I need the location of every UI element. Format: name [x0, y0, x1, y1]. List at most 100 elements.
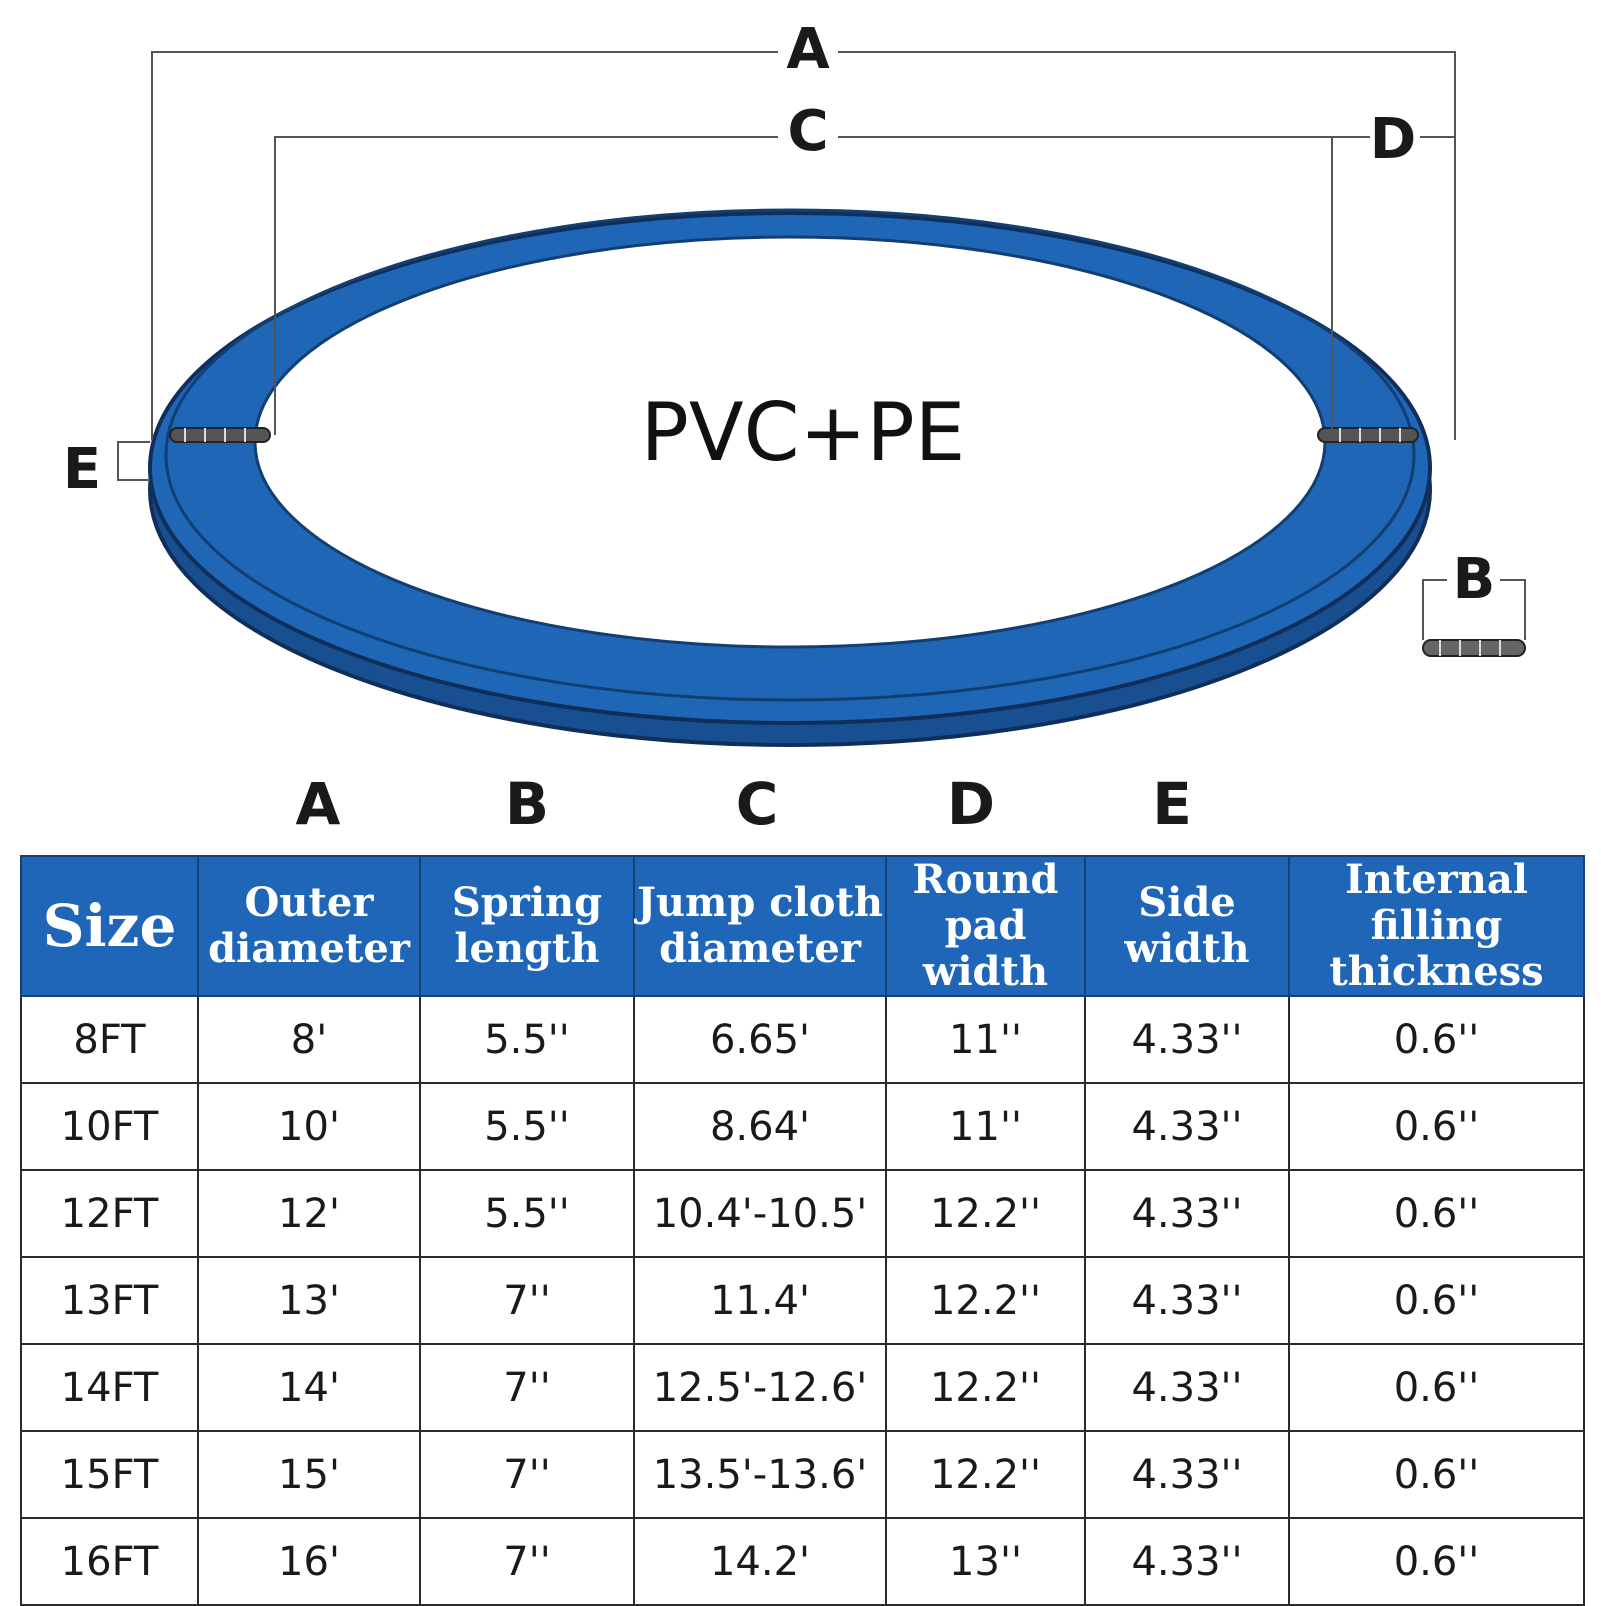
dimension-letter-d: D [1370, 107, 1416, 172]
cell-side-width: 4.33'' [1084, 1517, 1290, 1606]
header-spring-length: Spring length [419, 855, 635, 997]
column-letter-a: A [295, 770, 341, 838]
cell-outer-diameter: 14' [197, 1343, 421, 1432]
cell-outer-diameter: 10' [197, 1082, 421, 1171]
cell-size: 13FT [20, 1256, 199, 1345]
cell-round-pad-width: 12.2'' [885, 1430, 1086, 1519]
header-internal-filling-thickness: Internal filling thickness [1288, 855, 1585, 997]
column-letter-b: B [504, 770, 550, 838]
cell-outer-diameter: 16' [197, 1517, 421, 1606]
header-jump-cloth-diameter: Jump cloth diameter [633, 855, 887, 997]
cell-filling-thickness: 0.6'' [1288, 1517, 1585, 1606]
cell-filling-thickness: 0.6'' [1288, 1343, 1585, 1432]
material-label: PVC+PE [641, 386, 966, 479]
cell-spring-length: 5.5'' [419, 1169, 635, 1258]
column-letter-d: D [946, 770, 996, 838]
header-line: diameter [208, 925, 410, 972]
dimension-c [274, 136, 1370, 435]
header-size: Size [20, 855, 199, 997]
table-row: 16FT 16' 7'' 14.2' 13'' 4.33'' 0.6'' [20, 1517, 1585, 1606]
table-row: 13FT 13' 7'' 11.4' 12.2'' 4.33'' 0.6'' [20, 1256, 1585, 1345]
cell-round-pad-width: 11'' [885, 995, 1086, 1084]
cell-round-pad-width: 12.2'' [885, 1256, 1086, 1345]
cell-side-width: 4.33'' [1084, 1343, 1290, 1432]
cell-outer-diameter: 15' [197, 1430, 421, 1519]
cell-round-pad-width: 12.2'' [885, 1343, 1086, 1432]
trampoline-pad-diagram: A C D E B PVC+PE [0, 0, 1601, 780]
cell-jump-cloth-diameter: 6.65' [633, 995, 887, 1084]
cell-jump-cloth-diameter: 13.5'-13.6' [633, 1430, 887, 1519]
header-line: width [1124, 925, 1250, 972]
header-line: Outer [244, 879, 374, 926]
header-line: thickness [1329, 948, 1544, 995]
cell-spring-length: 7'' [419, 1256, 635, 1345]
cell-filling-thickness: 0.6'' [1288, 1082, 1585, 1171]
cell-outer-diameter: 8' [197, 995, 421, 1084]
dimension-d [1331, 136, 1455, 435]
cell-jump-cloth-diameter: 8.64' [633, 1082, 887, 1171]
header-line: Jump cloth [636, 879, 883, 926]
cell-filling-thickness: 0.6'' [1288, 995, 1585, 1084]
header-line: diameter [659, 925, 861, 972]
header-line: Round [912, 856, 1059, 903]
spring-right [1317, 427, 1419, 443]
cell-jump-cloth-diameter: 14.2' [633, 1517, 887, 1606]
cell-spring-length: 5.5'' [419, 1082, 635, 1171]
dimension-b [1422, 579, 1526, 640]
spring-left [169, 427, 271, 443]
header-line: Spring [451, 879, 603, 926]
cell-size: 14FT [20, 1343, 199, 1432]
header-round-pad-width: Round pad width [885, 855, 1086, 997]
cell-round-pad-width: 13'' [885, 1517, 1086, 1606]
pad-illustration: A C D E B PVC+PE [63, 17, 1526, 747]
cell-side-width: 4.33'' [1084, 1430, 1290, 1519]
cell-outer-diameter: 13' [197, 1256, 421, 1345]
dimension-letter-a: A [786, 17, 830, 82]
header-line: length [454, 925, 600, 972]
cell-spring-length: 7'' [419, 1430, 635, 1519]
cell-size: 16FT [20, 1517, 199, 1606]
column-letter-row: A B C D E [0, 770, 1601, 850]
cell-round-pad-width: 12.2'' [885, 1169, 1086, 1258]
cell-side-width: 4.33'' [1084, 995, 1290, 1084]
cell-spring-length: 7'' [419, 1517, 635, 1606]
table-header-row: Size Outer diameter Spring length Jump clo… [20, 855, 1585, 997]
cell-filling-thickness: 0.6'' [1288, 1430, 1585, 1519]
table-row: 10FT 10' 5.5'' 8.64' 11'' 4.33'' 0.6'' [20, 1082, 1585, 1171]
dimension-letter-e: E [63, 437, 101, 502]
column-letter-e: E [1152, 770, 1192, 838]
cell-outer-diameter: 12' [197, 1169, 421, 1258]
cell-filling-thickness: 0.6'' [1288, 1256, 1585, 1345]
dimension-letter-b: B [1453, 547, 1496, 612]
cell-side-width: 4.33'' [1084, 1256, 1290, 1345]
column-letter-c: C [735, 770, 779, 838]
table-row: 8FT 8' 5.5'' 6.65' 11'' 4.33'' 0.6'' [20, 995, 1585, 1084]
cell-size: 12FT [20, 1169, 199, 1258]
dimension-e [117, 441, 150, 481]
table-row: 15FT 15' 7'' 13.5'-13.6' 12.2'' 4.33'' 0.6'' [20, 1430, 1585, 1519]
cell-size: 10FT [20, 1082, 199, 1171]
cell-jump-cloth-diameter: 10.4'-10.5' [633, 1169, 887, 1258]
size-spec-table: Size Outer diameter Spring length Jump clo… [20, 855, 1585, 1606]
cell-size: 8FT [20, 995, 199, 1084]
cell-side-width: 4.33'' [1084, 1169, 1290, 1258]
header-side-width: Side width [1084, 855, 1290, 997]
header-outer-diameter: Outer diameter [197, 855, 421, 997]
spring-sample-b [1422, 639, 1526, 657]
cell-round-pad-width: 11'' [885, 1082, 1086, 1171]
trampoline-pad-ring [148, 208, 1432, 747]
cell-jump-cloth-diameter: 11.4' [633, 1256, 887, 1345]
dimension-a [151, 51, 1456, 440]
cell-jump-cloth-diameter: 12.5'-12.6' [633, 1343, 887, 1432]
cell-filling-thickness: 0.6'' [1288, 1169, 1585, 1258]
table-row: 12FT 12' 5.5'' 10.4'-10.5' 12.2'' 4.33'' 0.6'' [20, 1169, 1585, 1258]
header-line: Internal filling [1345, 856, 1528, 949]
header-line: Side [1138, 879, 1236, 926]
dimension-letter-c: C [787, 99, 828, 164]
cell-side-width: 4.33'' [1084, 1082, 1290, 1171]
table-row: 14FT 14' 7'' 12.5'-12.6' 12.2'' 4.33'' 0.6'' [20, 1343, 1585, 1432]
cell-spring-length: 5.5'' [419, 995, 635, 1084]
header-line: pad width [922, 902, 1049, 995]
cell-size: 15FT [20, 1430, 199, 1519]
cell-spring-length: 7'' [419, 1343, 635, 1432]
